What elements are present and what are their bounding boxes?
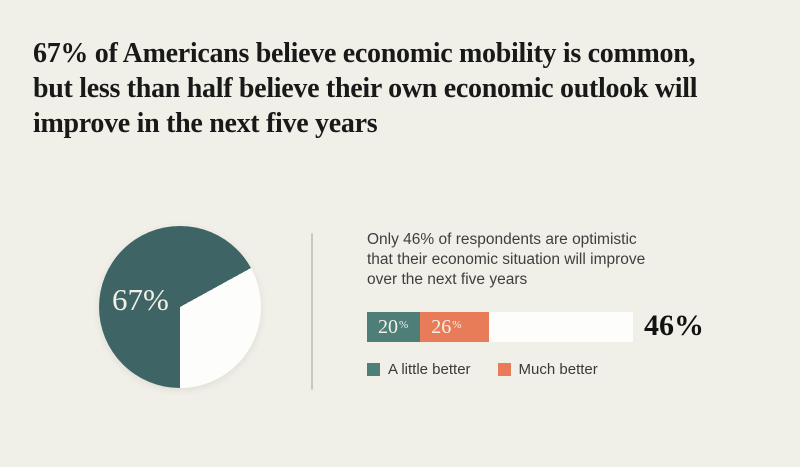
headline-line-2: but less than half believe their own eco…: [33, 73, 698, 104]
bar-segment-much-better: 26%: [420, 312, 490, 342]
bar-chart-caption: Only 46% of respondents are optimistic t…: [367, 230, 645, 290]
bar-total-label: 46%: [644, 309, 704, 342]
legend-swatch-teal: [367, 363, 380, 376]
caption-line-1: Only 46% of respondents are optimistic: [367, 231, 637, 248]
headline-line-1: 67% of Americans believe economic mobili…: [33, 38, 696, 69]
stacked-bar-chart: 20% 26%: [367, 312, 633, 342]
legend-item-much-better: Much better: [497, 361, 598, 378]
bar-segment-value: 20: [378, 315, 398, 338]
bar-segment-value: 26: [431, 315, 452, 338]
caption-line-2: that their economic situation will impro…: [367, 251, 646, 268]
legend-swatch-orange: [497, 363, 511, 376]
pie-chart: [99, 226, 261, 388]
bar-segment-remainder: [489, 312, 633, 342]
legend-label: Much better: [518, 361, 598, 378]
caption-line-3: over the next five years: [367, 271, 528, 288]
headline-line-3: improve in the next five years: [33, 108, 378, 139]
divider-line: [311, 233, 313, 390]
legend-label: A little better: [388, 361, 471, 378]
pie-slice-label: 67%: [112, 282, 169, 317]
bar-segment-a-little-better: 20%: [367, 312, 421, 342]
headline: 67% of Americans believe economic mobili…: [33, 36, 698, 141]
legend: A little better Much better: [367, 361, 625, 378]
legend-item-a-little-better: A little better: [367, 361, 471, 378]
